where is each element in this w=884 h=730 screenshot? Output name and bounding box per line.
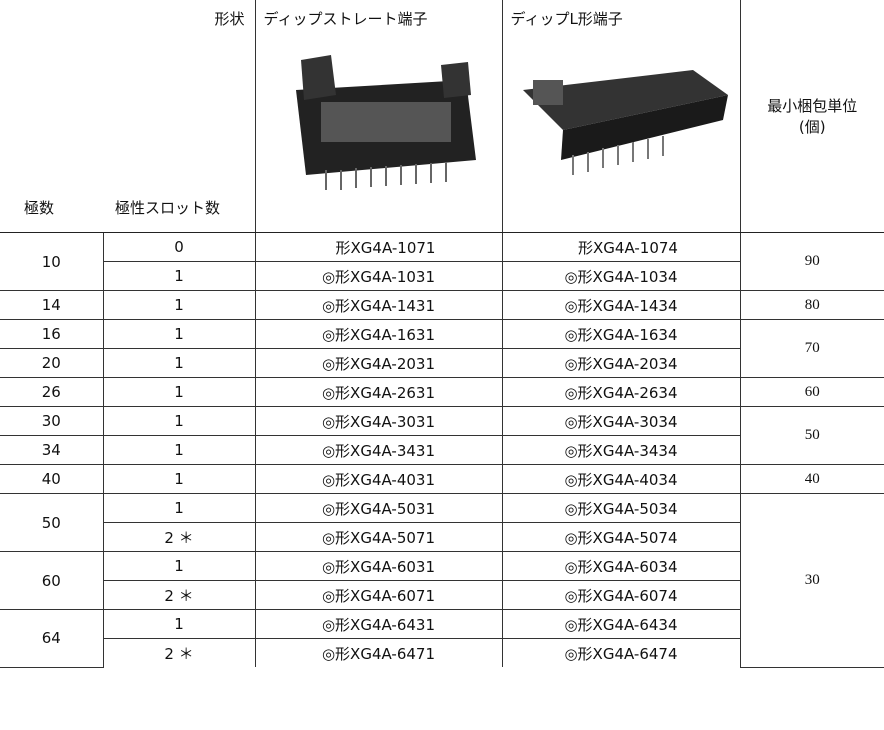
- poles-cell: 60: [0, 551, 104, 610]
- straight-cell: ◎形XG4A-5071: [255, 522, 503, 552]
- straight-cell: ◎形XG4A-4031: [255, 464, 503, 494]
- straight-cell: ◎形XG4A-3431: [255, 435, 503, 465]
- table-row: 60 1 ◎形XG4A-6031 ◎形XG4A-6034: [0, 551, 884, 610]
- table-body: 10 0 形XG4A-1071 形XG4A-1074 90 1 ◎形XG4A-1031 ◎形X…: [0, 232, 884, 668]
- pack-unit: (個): [798, 118, 826, 136]
- l-cell: ◎形XG4A-3434: [502, 435, 741, 465]
- table-row: 2 ＊ ◎形XG4A-5071 ◎形XG4A-5074: [0, 522, 884, 552]
- poles-cell: 34: [0, 435, 104, 465]
- straight-cell: ◎形XG4A-3031: [255, 406, 503, 436]
- l-cell: ◎形XG4A-6434: [502, 609, 741, 639]
- pack-cell: 80: [740, 290, 884, 320]
- poles-cell: 26: [0, 377, 104, 407]
- straight-cell: ◎形XG4A-6071: [255, 580, 503, 610]
- l-cell: ◎形XG4A-2634: [502, 377, 741, 407]
- pack-label: 最小梱包単位: [767, 97, 858, 115]
- slots-cell: 2 ＊: [103, 638, 256, 667]
- table-row: 16 1 ◎形XG4A-1631 ◎形XG4A-1634 70: [0, 319, 884, 378]
- pack-cell: 30: [740, 493, 884, 668]
- table-row: 2 ＊ ◎形XG4A-6071 ◎形XG4A-6074: [0, 580, 884, 610]
- slots-cell: 2 ＊: [103, 522, 256, 552]
- slots-cell: 1: [103, 464, 256, 494]
- straight-cell: ◎形XG4A-1431: [255, 290, 503, 320]
- straight-cell: ◎形XG4A-2031: [255, 348, 503, 378]
- straight-cell: ◎形XG4A-1631: [255, 319, 503, 349]
- pack-cell: 70: [740, 319, 884, 378]
- header-corner: 形状 極数 極性スロット数: [0, 0, 256, 233]
- l-cell: ◎形XG4A-1034: [502, 261, 741, 291]
- pack-cell: 60: [740, 377, 884, 407]
- slots-cell: 0: [103, 232, 256, 262]
- l-label: ディップL形端子: [510, 10, 623, 28]
- straight-connector-image: [295, 55, 476, 190]
- l-cell: 形XG4A-1074: [502, 232, 741, 262]
- table-row: 64 1 ◎形XG4A-6431 ◎形XG4A-6434: [0, 609, 884, 668]
- straight-cell: ◎形XG4A-6431: [255, 609, 503, 639]
- slots-cell: 2 ＊: [103, 580, 256, 610]
- l-cell: ◎形XG4A-6034: [502, 551, 741, 581]
- l-cell: ◎形XG4A-5034: [502, 493, 741, 523]
- pack-header: 最小梱包単位 (個): [740, 0, 884, 233]
- slots-cell: 1: [103, 290, 256, 320]
- poles-cell: 14: [0, 290, 104, 320]
- poles-cell: 50: [0, 493, 104, 552]
- table-row: 40 1 ◎形XG4A-4031 ◎形XG4A-4034 40: [0, 464, 884, 494]
- straight-cell: ◎形XG4A-6031: [255, 551, 503, 581]
- slots-cell: 1: [103, 435, 256, 465]
- slots-cell: 1: [103, 493, 256, 523]
- slots-cell: 1: [103, 348, 256, 378]
- table-row: 2 ＊ ◎形XG4A-6471 ◎形XG4A-6474: [0, 638, 884, 667]
- straight-cell: 形XG4A-1071: [255, 232, 503, 262]
- pack-cell: 90: [740, 232, 884, 291]
- poles-cell: 10: [0, 232, 104, 291]
- table-row: 20 1 ◎形XG4A-2031 ◎形XG4A-2034: [0, 348, 884, 378]
- slots-cell: 1: [103, 406, 256, 436]
- l-cell: ◎形XG4A-1434: [502, 290, 741, 320]
- l-cell: ◎形XG4A-4034: [502, 464, 741, 494]
- straight-header: ディップストレート端子: [255, 0, 503, 233]
- straight-cell: ◎形XG4A-2631: [255, 377, 503, 407]
- pack-cell: 40: [740, 464, 884, 494]
- pack-cell: 50: [740, 406, 884, 465]
- table-row: 34 1 ◎形XG4A-3431 ◎形XG4A-3434: [0, 435, 884, 465]
- table-row: 30 1 ◎形XG4A-3031 ◎形XG4A-3034 50: [0, 406, 884, 465]
- shape-label: 形状: [214, 10, 245, 28]
- poles-label: 極数: [24, 199, 55, 217]
- table-row: 14 1 ◎形XG4A-1431 ◎形XG4A-1434 80: [0, 290, 884, 320]
- straight-cell: ◎形XG4A-5031: [255, 493, 503, 523]
- straight-cell: ◎形XG4A-6471: [255, 638, 503, 667]
- straight-cell: ◎形XG4A-1031: [255, 261, 503, 291]
- l-connector-image: [522, 70, 728, 175]
- poles-cell: 20: [0, 348, 104, 378]
- l-cell: ◎形XG4A-2034: [502, 348, 741, 378]
- l-header: ディップL形端子: [502, 0, 741, 233]
- slots-cell: 1: [103, 609, 256, 639]
- l-cell: ◎形XG4A-6474: [502, 638, 741, 667]
- poles-cell: 16: [0, 319, 104, 349]
- slots-cell: 1: [103, 319, 256, 349]
- table-row: 10 0 形XG4A-1071 形XG4A-1074 90: [0, 232, 884, 291]
- poles-cell: 30: [0, 406, 104, 436]
- l-cell: ◎形XG4A-3034: [502, 406, 741, 436]
- slots-cell: 1: [103, 551, 256, 581]
- l-cell: ◎形XG4A-1634: [502, 319, 741, 349]
- poles-cell: 40: [0, 464, 104, 494]
- l-cell: ◎形XG4A-5074: [502, 522, 741, 552]
- slots-cell: 1: [103, 261, 256, 291]
- slots-label: 極性スロット数: [115, 199, 221, 217]
- table-row: 26 1 ◎形XG4A-2631 ◎形XG4A-2634 60: [0, 377, 884, 407]
- slots-cell: 1: [103, 377, 256, 407]
- table-row: 1 ◎形XG4A-1031 ◎形XG4A-1034: [0, 261, 884, 291]
- l-cell: ◎形XG4A-6074: [502, 580, 741, 610]
- product-table: 形状 極数 極性スロット数 ディップストレート端子 ディップL形端子 最小梱包単…: [0, 0, 884, 668]
- table-row: 50 1 ◎形XG4A-5031 ◎形XG4A-5034 30: [0, 493, 884, 668]
- header-row: 形状 極数 極性スロット数 ディップストレート端子 ディップL形端子 最小梱包単…: [0, 0, 884, 233]
- straight-label: ディップストレート端子: [263, 10, 428, 28]
- poles-cell: 64: [0, 609, 104, 668]
